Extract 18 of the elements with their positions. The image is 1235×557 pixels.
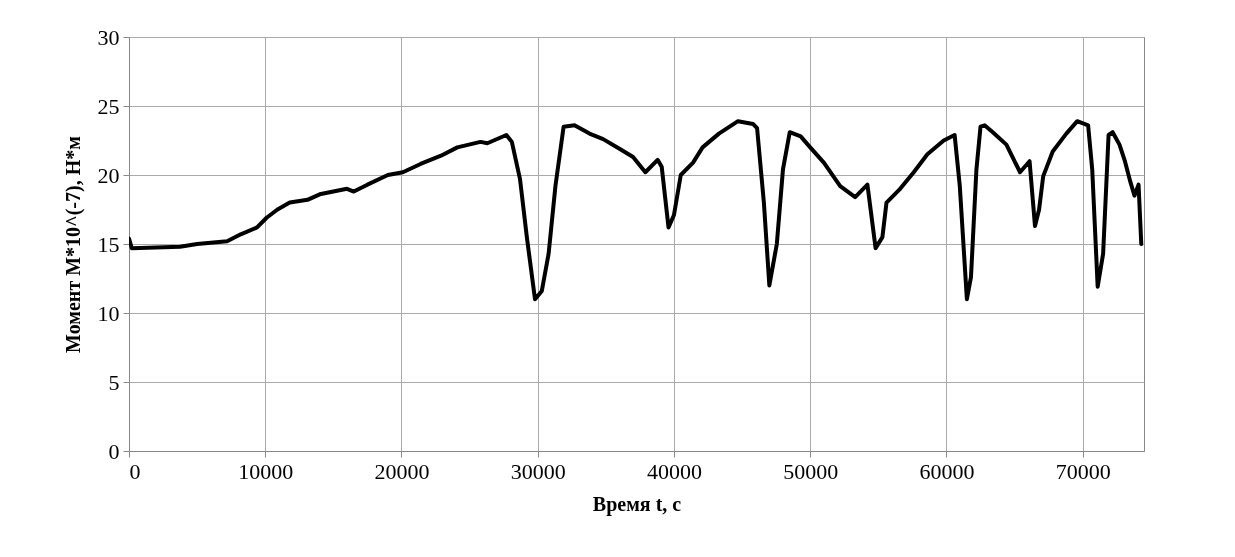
x-tick-label: 50000 (783, 458, 839, 484)
y-tick-label: 25 (97, 93, 120, 119)
y-axis-title: Момент M*10^(-7), Н*м (61, 136, 85, 353)
x-axis-title: Время t, с (592, 492, 682, 516)
x-tick-label: 30000 (510, 458, 566, 484)
x-tick-label: 0 (129, 458, 141, 484)
y-tick-label: 5 (108, 369, 120, 395)
x-tick-label: 60000 (919, 458, 975, 484)
y-tick-label: 15 (97, 231, 120, 257)
x-tick-label: 20000 (374, 458, 430, 484)
x-tick-label: 40000 (646, 458, 702, 484)
y-tick-label: 30 (97, 24, 120, 50)
y-tick-label: 0 (108, 438, 120, 464)
line-series (129, 119, 1144, 302)
x-tick-label: 70000 (1055, 458, 1111, 484)
y-tick-label: 10 (97, 300, 120, 326)
x-tick-label: 10000 (238, 458, 294, 484)
y-tick-label: 20 (97, 162, 120, 188)
